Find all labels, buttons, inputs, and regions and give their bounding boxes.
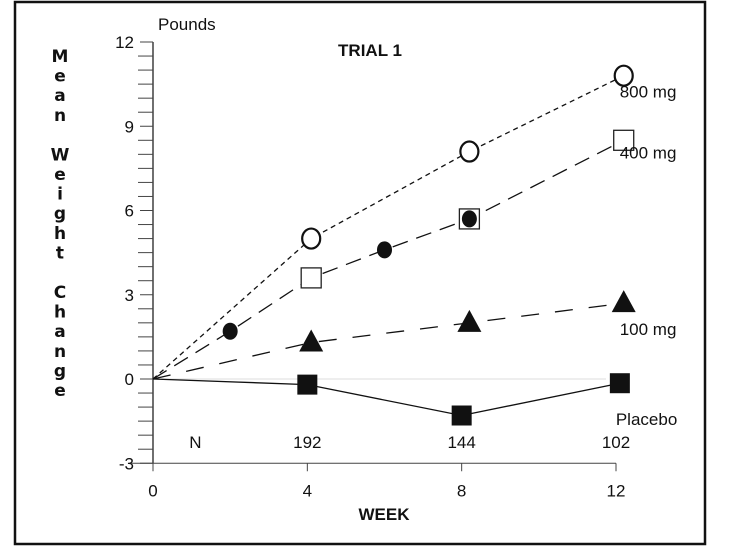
y-label-letter: a [54,86,65,106]
n-value: 192 [293,433,321,452]
y-label-letter: e [54,381,66,401]
y-tick-label: 6 [125,202,134,221]
n-row: N 192 144 102 [189,433,630,452]
y-label-letter: h [54,303,66,323]
n-value: 144 [447,433,475,452]
series-line [152,139,625,380]
y-label-letter: g [54,361,66,381]
y-label-letter: t [56,243,64,263]
y-tick-label: 12 [115,33,134,52]
y-label-letter: C [54,283,66,303]
n-label: N [189,433,201,452]
filled-triangle-marker [299,329,324,352]
x-tick-label: 0 [148,481,157,500]
filled-square-marker [451,405,472,426]
filled-circle-marker [461,210,477,228]
open-circle-marker [459,140,480,163]
chart-title: TRIAL 1 [338,41,402,60]
y-tick-label: 3 [125,286,134,305]
series-label: 800 mg [620,83,677,102]
series-400-mg: 400 mg [152,129,677,380]
series-800-mg: 800 mg [152,64,677,380]
chart-frame [13,0,707,546]
y-label-letter: h [54,224,66,244]
filled-circle-marker [222,322,238,340]
axes: -3 0 3 6 9 12 0 4 8 12 [115,33,625,500]
y-label-letter: n [54,342,66,362]
series-label: 100 mg [620,320,677,339]
y-tick-label: -3 [119,454,134,473]
x-tick-label: 4 [303,481,312,500]
filled-square-marker [609,373,630,394]
y-label-letter: e [54,165,66,185]
open-square-marker [300,267,322,289]
open-circle-marker [613,64,634,87]
series-label: 400 mg [620,143,677,162]
filled-triangle-marker [611,290,636,313]
y-unit-label: Pounds [158,15,216,34]
y-label-letter: i [57,185,63,205]
series-line [152,75,625,380]
y-label-letter: M [52,47,69,67]
x-tick-label: 8 [457,481,466,500]
y-tick-label: 0 [125,370,134,389]
filled-square-marker [297,374,318,395]
series-layer: 800 mg 400 mg 100 mg Placebo [152,64,677,429]
series-placebo: Placebo [152,373,677,429]
filled-triangle-marker [457,309,482,332]
series-line [152,302,624,380]
y-label-letter: g [54,204,66,224]
open-square-marker [613,129,635,151]
y-label-letter: e [54,67,66,87]
y-label-letter: a [54,322,65,342]
open-circle-marker [301,227,322,250]
series-line [152,378,620,417]
x-tick-label: 12 [607,481,626,500]
filled-circle-marker [377,241,392,259]
y-label-letter: n [54,106,66,126]
y-tick-label: 9 [125,117,134,136]
n-value: 102 [602,433,630,452]
series-label: Placebo [616,410,677,429]
x-axis-label: WEEK [359,505,411,524]
series-100-mg: 100 mg [152,290,677,380]
y-label-letter: W [51,145,70,165]
